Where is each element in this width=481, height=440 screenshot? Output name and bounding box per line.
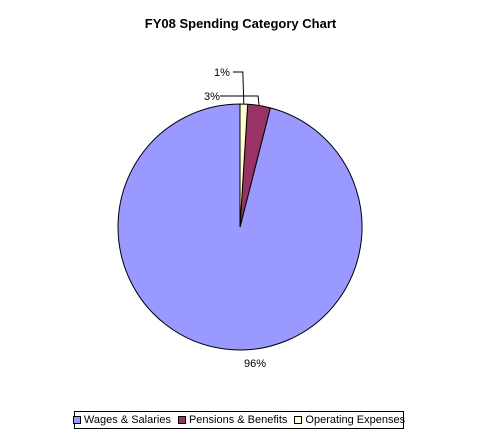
legend-swatch-operating xyxy=(294,416,303,424)
legend-label-operating: Operating Expenses xyxy=(305,414,406,426)
data-label-operating: 1% xyxy=(214,67,230,79)
chart-title: FY08 Spending Category Chart xyxy=(144,16,337,31)
legend-swatch-wages xyxy=(72,416,81,424)
legend-label-pensions: Pensions & Benefits xyxy=(188,414,288,426)
legend-label-wages: Wages & Salaries xyxy=(83,414,171,426)
legend-item-wages: Wages & Salaries xyxy=(72,414,171,426)
data-label-pensions: 3% xyxy=(204,91,220,103)
legend-item-pensions: Pensions & Benefits xyxy=(177,414,288,426)
legend-swatch-pensions xyxy=(177,416,186,424)
legend: Wages & Salaries Pensions & Benefits Ope… xyxy=(72,411,405,429)
data-label-wages: 96% xyxy=(244,358,266,370)
leader-line-operating xyxy=(233,71,245,105)
leader-line-pensions xyxy=(220,95,260,106)
legend-item-operating: Operating Expenses xyxy=(294,414,405,426)
